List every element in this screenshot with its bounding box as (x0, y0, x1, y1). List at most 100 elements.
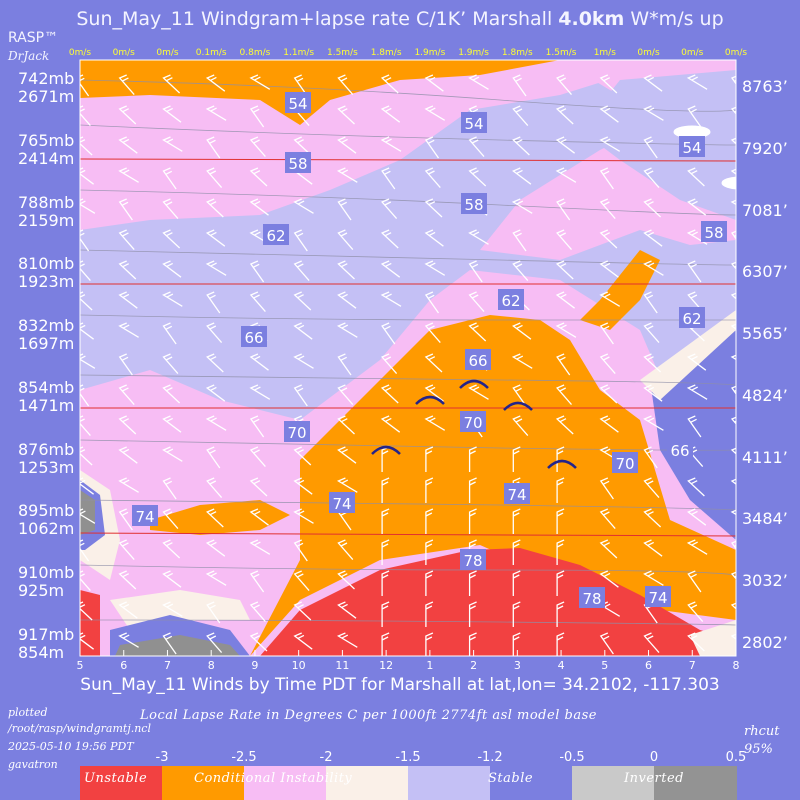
wind-barb (293, 74, 308, 97)
contour-label-text: 62 (501, 292, 520, 310)
wind-barb (643, 353, 662, 373)
wind-barb (162, 446, 183, 462)
wind-barb (337, 415, 355, 435)
chart-title: Sun_May_11 Windgram+lapse rate C/1K’ Mar… (76, 8, 724, 30)
wind-barb (249, 477, 268, 497)
legend-category-label: Unstable (84, 771, 148, 786)
legend-tick-label: 0 (649, 750, 659, 765)
wind-barb (556, 384, 572, 406)
wind-barb (687, 167, 705, 187)
wind-barb (118, 136, 138, 154)
pressure-label: 765mb (18, 130, 75, 150)
pressure-label: 910mb (18, 563, 75, 583)
wind-barb (118, 601, 138, 619)
contour-label-text: 78 (582, 590, 601, 608)
wind-barb (424, 105, 446, 121)
wind-barb (643, 74, 663, 92)
x-tick-label: 8 (732, 659, 740, 672)
wind-barb (599, 353, 616, 375)
wind-barb (80, 105, 91, 127)
wind-barb (556, 477, 565, 503)
thermal-arc-icon (547, 459, 577, 469)
wind-barb (336, 477, 358, 493)
wind-barb (687, 353, 707, 371)
wind-barb (337, 446, 357, 464)
wind-barb (512, 322, 532, 340)
legend-swatch (326, 766, 409, 800)
wind-barb (643, 198, 662, 218)
wind-barb (80, 136, 93, 156)
wind-barb (80, 74, 90, 97)
wind-barb (424, 136, 440, 159)
contour-label-text: 62 (682, 310, 701, 328)
wind-barb (293, 446, 312, 466)
contour-label-text: 66 (670, 442, 689, 460)
wind-barb (162, 570, 182, 588)
unstable-region-left (80, 590, 100, 656)
plot-frame (79, 59, 737, 657)
x-tick-label: 11 (335, 659, 350, 672)
wind-barb (206, 322, 223, 344)
thermal-tops (371, 379, 577, 469)
wstar-label: 0m/s (68, 48, 92, 58)
wind-barb (643, 260, 664, 276)
wind-barb (468, 136, 485, 158)
wind-barb (249, 105, 265, 128)
wind-barb (162, 74, 181, 94)
wind-barb (337, 74, 354, 96)
wstar-label: 1.5m/s (326, 48, 358, 58)
wind-barb (337, 260, 355, 280)
wind-barb (337, 384, 354, 406)
wind-barb (380, 260, 401, 278)
wind-barb (643, 229, 663, 247)
brand-logo: RASP™ (8, 30, 59, 46)
wind-barb (293, 291, 312, 311)
wstar-label: 1.8m/s (501, 48, 533, 58)
altitude-m-label: 1697m (18, 334, 75, 354)
wind-barb (468, 291, 485, 313)
legend-category-label: Inverted (624, 771, 684, 786)
wind-barb (599, 477, 614, 500)
wind-barb (118, 229, 135, 251)
wind-barb (381, 539, 390, 565)
wind-barb (206, 291, 221, 314)
legend-tick-label: -1.5 (395, 750, 421, 765)
wind-barb (599, 415, 619, 433)
wind-barb (599, 570, 619, 588)
contour-label: 62 (498, 289, 524, 310)
pressure-levels (80, 158, 736, 537)
pressure-label: 788mb (18, 192, 75, 212)
wstar-label: 0m/s (681, 48, 704, 58)
contour-label: 70 (460, 411, 486, 432)
altitude-ft-label: 3032’ (742, 571, 788, 591)
wind-barb (249, 291, 266, 313)
wind-barb (118, 384, 135, 406)
wind-barb (599, 167, 614, 190)
wind-barb (206, 446, 221, 469)
pressure-label: 742mb (18, 69, 75, 88)
wind-barb (512, 539, 521, 565)
wind-barb (599, 229, 618, 249)
lapse-rate-field: 54 54 54 58 58 58 62 62 62 66 66 66 70 70 70 74 74 74 74 78… (80, 60, 736, 656)
wind-barb (381, 198, 398, 220)
wind-barb (425, 539, 434, 565)
wind-barb (511, 198, 533, 214)
wind-barb (381, 632, 390, 656)
wind-barb (80, 446, 93, 466)
wind-barb (162, 539, 181, 559)
contour-label-text: 74 (332, 495, 351, 513)
wind-barb (599, 539, 618, 559)
contour-label-text: 66 (468, 352, 487, 370)
altitude-ft-label: 7081’ (742, 200, 788, 220)
wind-barb (512, 136, 530, 156)
wind-barb (687, 477, 705, 497)
wind-barb (337, 601, 357, 619)
contour-label-text: 70 (615, 455, 634, 473)
wind-barb (468, 322, 487, 342)
legend-swatch (80, 766, 163, 800)
altitude-ft-label: 6307’ (742, 262, 788, 282)
wstar-label: 1.9m/s (458, 48, 489, 58)
altitude-ft-label: 8763’ (742, 77, 788, 96)
wind-barb (205, 74, 226, 92)
wstar-label: 0m/s (156, 48, 179, 58)
